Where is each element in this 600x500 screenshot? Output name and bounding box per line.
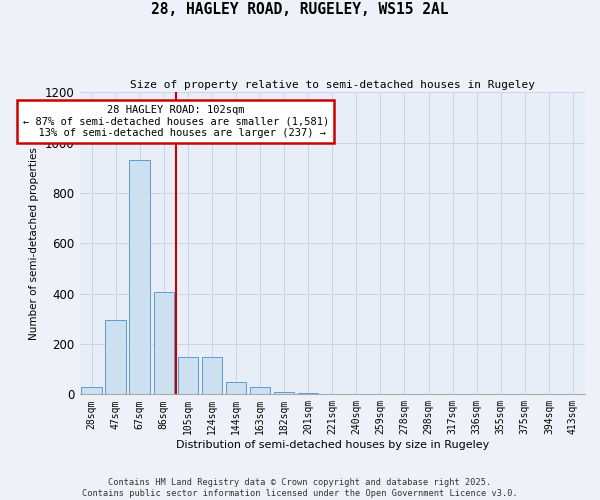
Bar (226, 382, 246, 394)
Bar (274, 392, 295, 394)
X-axis label: Distribution of semi-detached houses by size in Rugeley: Distribution of semi-detached houses by … (176, 440, 489, 450)
Bar (250, 387, 270, 394)
Text: Contains HM Land Registry data © Crown copyright and database right 2025.
Contai: Contains HM Land Registry data © Crown c… (82, 478, 518, 498)
Bar (202, 356, 222, 395)
Text: 28 HAGLEY ROAD: 102sqm
← 87% of semi-detached houses are smaller (1,581)
  13% o: 28 HAGLEY ROAD: 102sqm ← 87% of semi-det… (23, 105, 329, 138)
Title: Size of property relative to semi-detached houses in Rugeley: Size of property relative to semi-detach… (130, 80, 535, 90)
Text: 28, HAGLEY ROAD, RUGELEY, WS15 2AL: 28, HAGLEY ROAD, RUGELEY, WS15 2AL (151, 2, 449, 18)
Bar (82, 387, 102, 394)
Bar (298, 393, 319, 394)
Bar (178, 356, 198, 395)
Bar (106, 320, 126, 394)
Y-axis label: Number of semi-detached properties: Number of semi-detached properties (29, 147, 40, 340)
Bar (154, 292, 174, 394)
Bar (130, 160, 150, 394)
